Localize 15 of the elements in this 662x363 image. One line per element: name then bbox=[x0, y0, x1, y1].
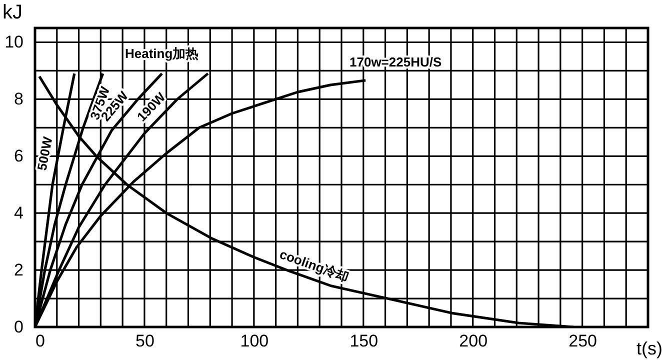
x-tick-label: 100 bbox=[240, 332, 269, 350]
x-tick-label: 150 bbox=[350, 332, 378, 350]
x-axis-title: t(s) bbox=[636, 338, 662, 358]
y-tick-label: 8 bbox=[14, 90, 24, 109]
y-tick-label: 2 bbox=[14, 260, 24, 280]
x-tick-label: 50 bbox=[136, 332, 154, 350]
x-tick-label: 200 bbox=[459, 332, 488, 350]
y-tick-label: 0 bbox=[14, 318, 24, 336]
x-tick-label: 0 bbox=[36, 332, 45, 350]
y-axis-title: kJ bbox=[2, 2, 22, 24]
x-tick-label: 250 bbox=[568, 332, 598, 350]
text: 500W bbox=[34, 134, 56, 172]
y-tick-label: 10 bbox=[4, 32, 24, 52]
y-tick-label: 4 bbox=[14, 204, 24, 223]
y-tick-label: 6 bbox=[14, 146, 24, 166]
